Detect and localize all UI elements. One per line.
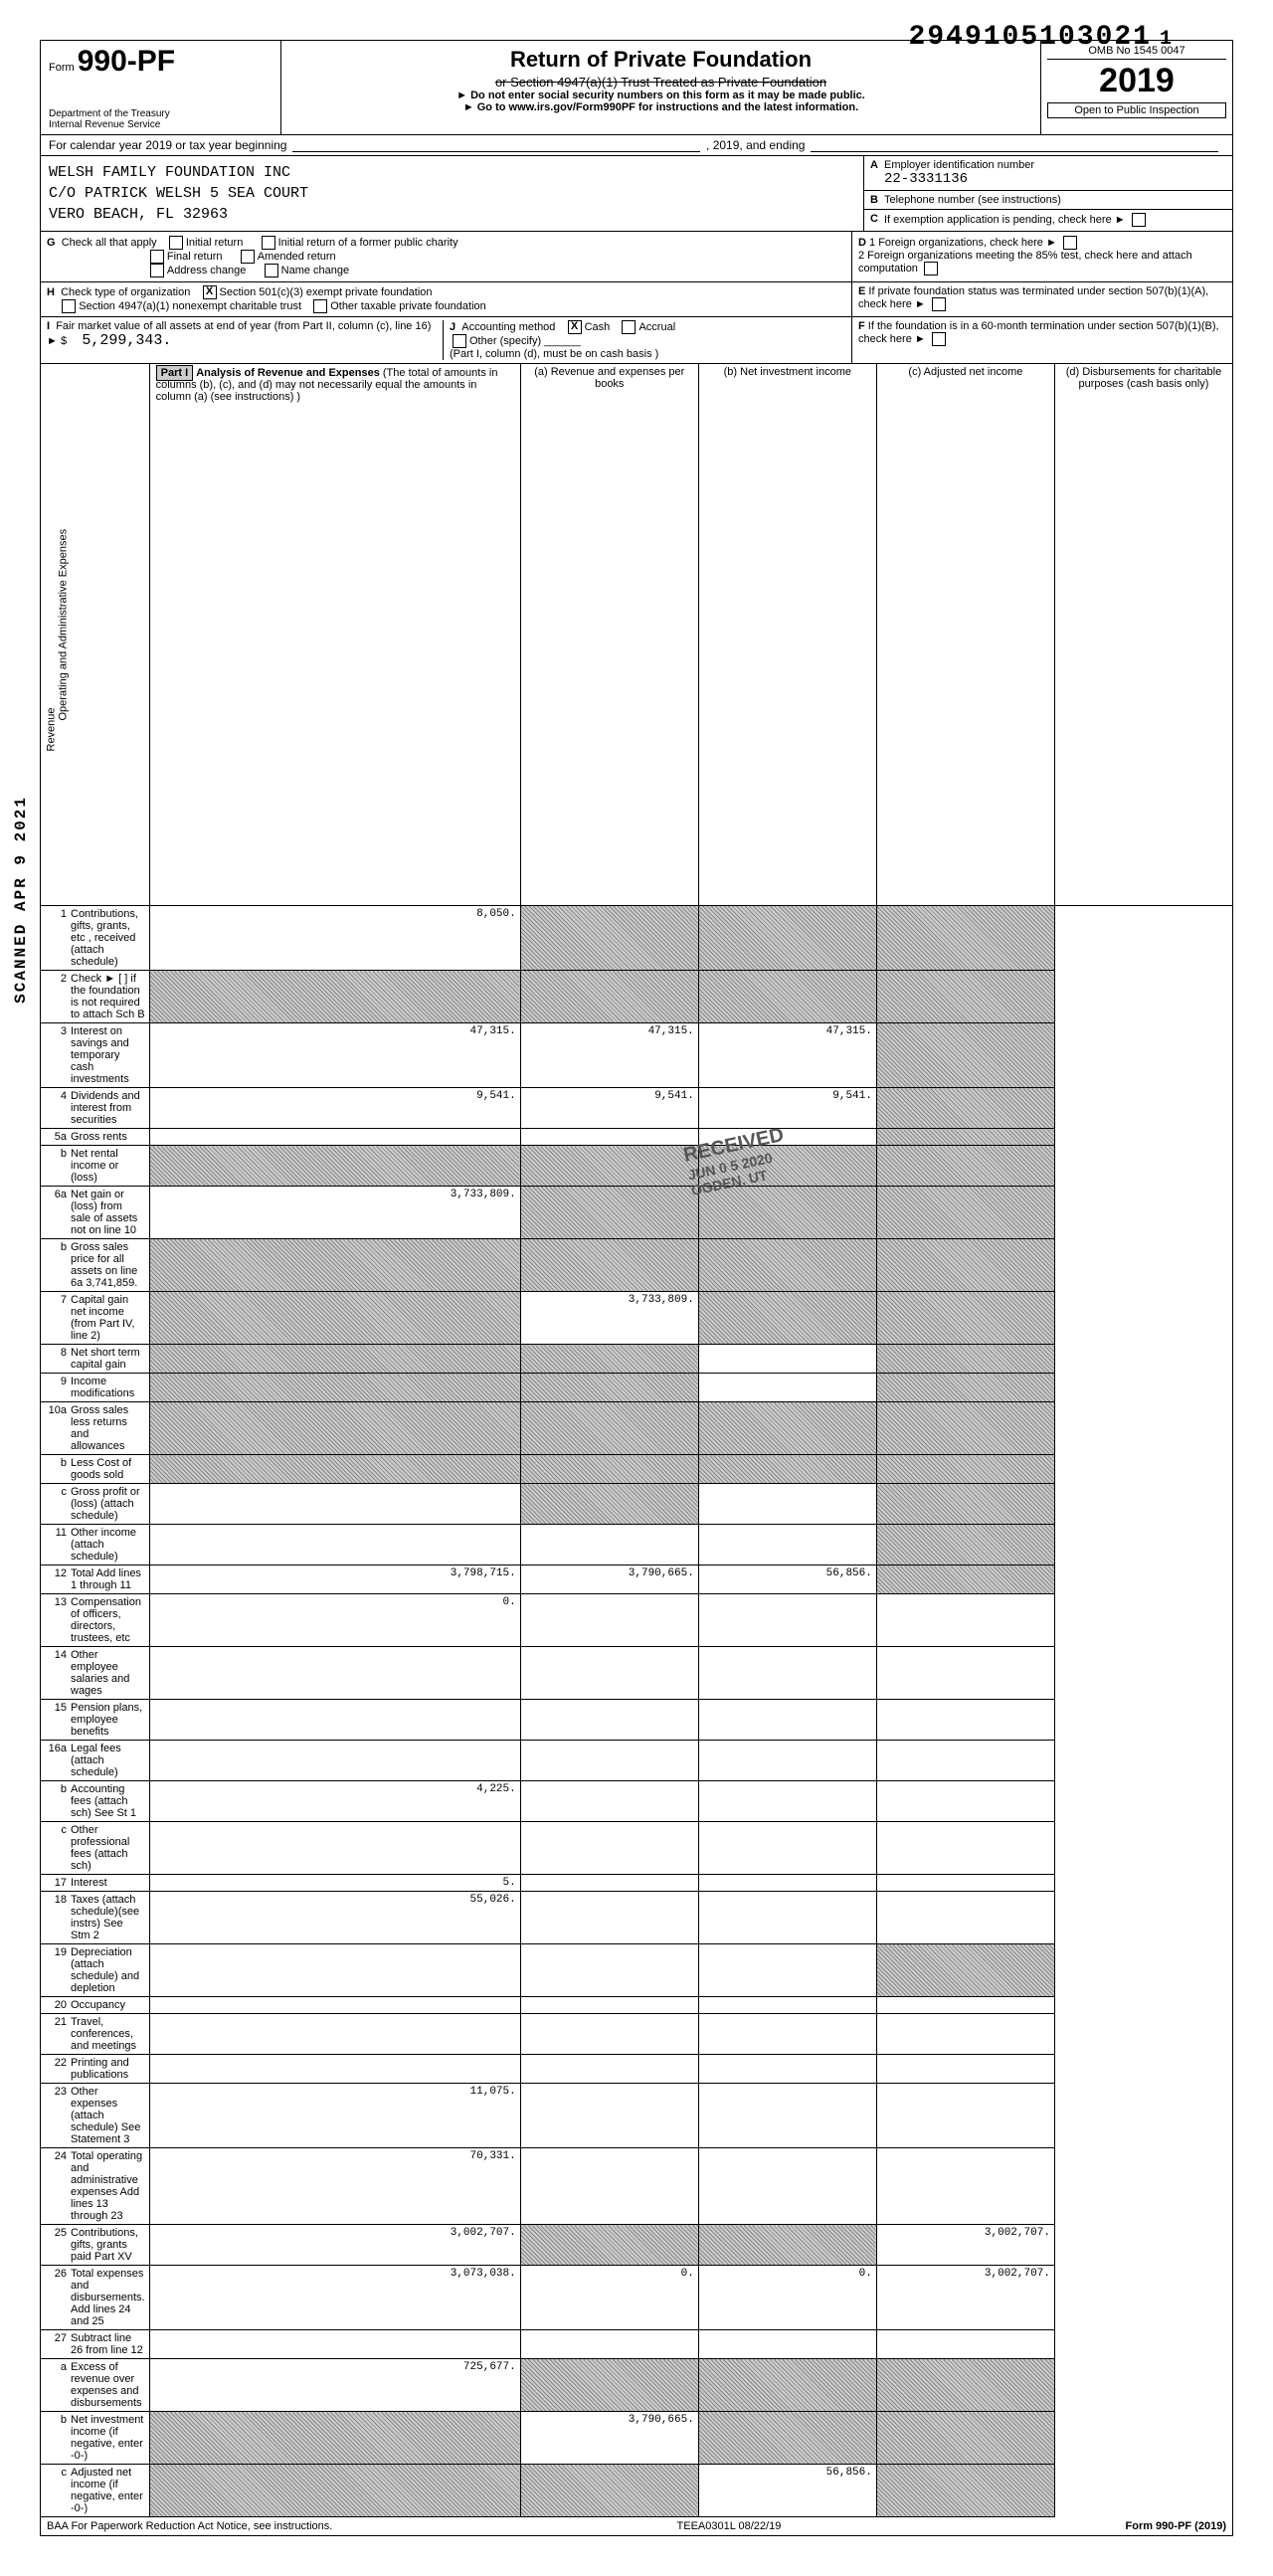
revenue-side-label: Revenue Operating and Administrative Exp… bbox=[41, 364, 150, 906]
scanned-stamp: SCANNED APR 9 2021 bbox=[12, 796, 30, 1004]
box-e-terminated: E If private foundation status was termi… bbox=[851, 282, 1232, 316]
line-1: 1Contributions, gifts, grants, etc , rec… bbox=[41, 906, 1233, 971]
note-1: ► Do not enter social security numbers o… bbox=[287, 90, 1034, 101]
line-9: 9Income modifications bbox=[41, 1374, 1233, 1402]
line-3: 3Interest on savings and temporary cash … bbox=[41, 1023, 1233, 1088]
line-b: bAccounting fees (attach sch) See St 14,… bbox=[41, 1781, 1233, 1822]
line-b: bNet investment income (if negative, ent… bbox=[41, 2412, 1233, 2465]
line-25: 25Contributions, gifts, grants paid Part… bbox=[41, 2225, 1233, 2266]
line-14: 14Other employee salaries and wages bbox=[41, 1647, 1233, 1700]
line-5a: 5aGross rents bbox=[41, 1129, 1233, 1146]
line-8: 8Net short term capital gain bbox=[41, 1345, 1233, 1374]
line-4: 4Dividends and interest from securities9… bbox=[41, 1088, 1233, 1129]
line-21: 21Travel, conferences, and meetings bbox=[41, 2014, 1233, 2055]
subtitle: or Section 4947(a)(1) Trust Treated as P… bbox=[287, 75, 1034, 90]
line-11: 11Other income (attach schedule) bbox=[41, 1525, 1233, 1565]
line-b: bNet rental income or (loss) bbox=[41, 1146, 1233, 1187]
box-f-60month: F If the foundation is in a 60-month ter… bbox=[851, 317, 1232, 363]
dln-number: 29491051030211 bbox=[909, 22, 1174, 53]
calendar-year-line: For calendar year 2019 or tax year begin… bbox=[40, 135, 1233, 156]
box-i-fmv: I Fair market value of all assets at end… bbox=[47, 320, 443, 360]
line-13: 13Compensation of officers, directors, t… bbox=[41, 1594, 1233, 1647]
form-number: Form 990-PF bbox=[49, 45, 273, 79]
line-24: 24Total operating and administrative exp… bbox=[41, 2148, 1233, 2225]
box-b-phone: BTelephone number (see instructions) bbox=[864, 191, 1232, 210]
box-h-org-type: H Check type of organization XSection 50… bbox=[41, 282, 851, 316]
line-7: 7Capital gain net income (from Part IV, … bbox=[41, 1292, 1233, 1345]
form-header: Form 990-PF Department of the Treasury I… bbox=[40, 40, 1233, 135]
part1-table: Revenue Operating and Administrative Exp… bbox=[40, 364, 1233, 2517]
tax-year: 2019 bbox=[1047, 62, 1226, 100]
line-26: 26Total expenses and disbursements. Add … bbox=[41, 2266, 1233, 2330]
line-16a: 16aLegal fees (attach schedule) bbox=[41, 1741, 1233, 1781]
line-a: aExcess of revenue over expenses and dis… bbox=[41, 2359, 1233, 2412]
line-12: 12Total Add lines 1 through 113,798,715.… bbox=[41, 1565, 1233, 1594]
line-c: cOther professional fees (attach sch) bbox=[41, 1822, 1233, 1875]
line-23: 23Other expenses (attach schedule) See S… bbox=[41, 2084, 1233, 2148]
box-a-ein: AEmployer identification number22-333113… bbox=[864, 156, 1232, 191]
dept-treasury: Department of the Treasury Internal Reve… bbox=[49, 108, 273, 130]
line-22: 22Printing and publications bbox=[41, 2055, 1233, 2084]
line-15: 15Pension plans, employee benefits bbox=[41, 1700, 1233, 1741]
line-2: 2Check ► [ ] if the foundation is not re… bbox=[41, 971, 1233, 1023]
box-c-exemption: CIf exemption application is pending, ch… bbox=[864, 210, 1232, 230]
footer: BAA For Paperwork Reduction Act Notice, … bbox=[40, 2517, 1233, 2536]
line-6a: 6aNet gain or (loss) from sale of assets… bbox=[41, 1187, 1233, 1239]
line-17: 17Interest5. bbox=[41, 1875, 1233, 1892]
foundation-name-address: WELSH FAMILY FOUNDATION INC C/O PATRICK … bbox=[41, 156, 864, 231]
line-b: bGross sales price for all assets on lin… bbox=[41, 1239, 1233, 1292]
open-inspection: Open to Public Inspection bbox=[1047, 102, 1226, 118]
note-2: ► Go to www.irs.gov/Form990PF for instru… bbox=[287, 101, 1034, 113]
line-19: 19Depreciation (attach schedule) and dep… bbox=[41, 1944, 1233, 1997]
line-b: bLess Cost of goods sold bbox=[41, 1455, 1233, 1484]
box-j-accounting: J Accounting method XCash Accrual Other … bbox=[443, 320, 845, 360]
line-27: 27Subtract line 26 from line 12 bbox=[41, 2330, 1233, 2359]
line-c: cGross profit or (loss) (attach schedule… bbox=[41, 1484, 1233, 1525]
line-c: cAdjusted net income (if negative, enter… bbox=[41, 2465, 1233, 2517]
line-18: 18Taxes (attach schedule)(see instrs) Se… bbox=[41, 1892, 1233, 1944]
line-10a: 10aGross sales less returns and allowanc… bbox=[41, 1402, 1233, 1455]
box-d-foreign: D 1 Foreign organizations, check here ► … bbox=[851, 232, 1232, 281]
box-g-check-apply: G Check all that apply Initial return In… bbox=[41, 232, 851, 281]
line-20: 20Occupancy bbox=[41, 1997, 1233, 2014]
